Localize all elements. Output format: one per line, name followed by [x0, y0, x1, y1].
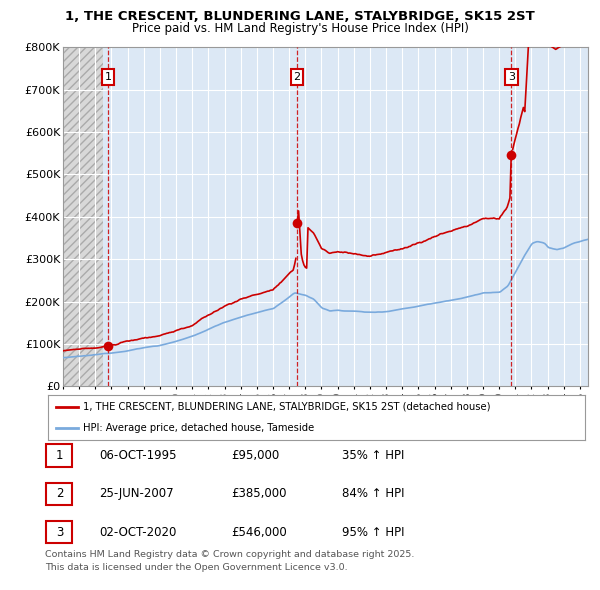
Text: 35% ↑ HPI: 35% ↑ HPI	[342, 449, 404, 462]
Text: 95% ↑ HPI: 95% ↑ HPI	[342, 526, 404, 539]
FancyBboxPatch shape	[46, 521, 73, 543]
Text: Contains HM Land Registry data © Crown copyright and database right 2025.: Contains HM Land Registry data © Crown c…	[45, 550, 415, 559]
Text: 1, THE CRESCENT, BLUNDERING LANE, STALYBRIDGE, SK15 2ST (detached house): 1, THE CRESCENT, BLUNDERING LANE, STALYB…	[83, 402, 490, 412]
Text: 06-OCT-1995: 06-OCT-1995	[99, 449, 176, 462]
Text: 2: 2	[56, 487, 63, 500]
Text: 1, THE CRESCENT, BLUNDERING LANE, STALYBRIDGE, SK15 2ST: 1, THE CRESCENT, BLUNDERING LANE, STALYB…	[65, 10, 535, 23]
Text: £546,000: £546,000	[231, 526, 287, 539]
FancyBboxPatch shape	[46, 444, 73, 467]
Text: £95,000: £95,000	[231, 449, 279, 462]
Text: 2: 2	[293, 72, 301, 82]
Text: 3: 3	[56, 526, 63, 539]
Text: 1: 1	[104, 72, 112, 82]
Text: Price paid vs. HM Land Registry's House Price Index (HPI): Price paid vs. HM Land Registry's House …	[131, 22, 469, 35]
FancyBboxPatch shape	[46, 483, 73, 505]
Text: 3: 3	[508, 72, 515, 82]
Text: 25-JUN-2007: 25-JUN-2007	[99, 487, 173, 500]
Text: 1: 1	[56, 449, 63, 462]
Text: This data is licensed under the Open Government Licence v3.0.: This data is licensed under the Open Gov…	[45, 563, 347, 572]
Text: HPI: Average price, detached house, Tameside: HPI: Average price, detached house, Tame…	[83, 423, 314, 433]
Text: 02-OCT-2020: 02-OCT-2020	[99, 526, 176, 539]
Text: 84% ↑ HPI: 84% ↑ HPI	[342, 487, 404, 500]
Text: £385,000: £385,000	[231, 487, 287, 500]
